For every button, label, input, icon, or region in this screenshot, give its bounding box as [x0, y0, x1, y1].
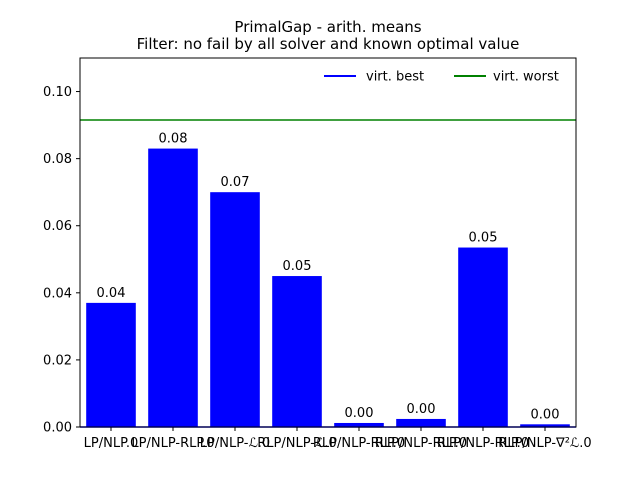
- bar-value-label: 0.00: [531, 407, 560, 422]
- y-tick-label: 0.00: [43, 421, 72, 436]
- bar-value-label: 0.00: [407, 402, 436, 417]
- bar: [458, 247, 508, 427]
- x-tick-label: LP/NLP-ℒ.0: [200, 436, 270, 451]
- y-tick-label: 0.04: [43, 286, 72, 301]
- bar-value-label: 0.08: [159, 132, 188, 147]
- x-tick-label: LP/NLP.0: [84, 436, 139, 451]
- bar: [272, 276, 322, 427]
- legend-label: virt. best: [366, 70, 424, 85]
- y-tick-label: 0.10: [43, 85, 72, 100]
- bar: [86, 302, 136, 427]
- bar-value-label: 0.07: [221, 175, 250, 190]
- x-tick-label: LP/NLP-RLP.0: [131, 436, 214, 451]
- x-tick-label: RLP/NLP-ℒ.0: [257, 436, 336, 451]
- bar: [520, 424, 570, 427]
- y-tick-label: 0.02: [43, 353, 72, 368]
- legend-label: virt. worst: [493, 70, 559, 85]
- y-tick-label: 0.08: [43, 152, 72, 167]
- chart-title-line2: Filter: no fail by all solver and known …: [137, 35, 520, 53]
- bar: [210, 192, 260, 427]
- bar: [396, 418, 446, 427]
- x-tick-label: RLP/NLP-RLP.0: [313, 436, 405, 451]
- x-tick-label: RLP/NLP-RLP.0: [375, 436, 467, 451]
- bar: [334, 422, 384, 427]
- bar-value-label: 0.05: [283, 259, 312, 274]
- bar-value-label: 0.00: [345, 406, 374, 421]
- axes-frame: [79, 57, 577, 428]
- y-tick-label: 0.06: [43, 219, 72, 234]
- plot-area: 0.04 0.08 0.07 0.05 0.00 0.00 0.05 0.00 0.00 0.02…: [43, 57, 592, 451]
- x-tick-label: RLP/NLP-RLP.0: [437, 436, 529, 451]
- bar: [148, 148, 198, 427]
- bar-value-label: 0.05: [469, 231, 498, 246]
- chart-title-line1: PrimalGap - arith. means: [234, 18, 421, 36]
- bar-value-label: 0.04: [97, 286, 126, 301]
- x-tick-label: RLP/NLP-∇²ℒ.0: [498, 436, 591, 451]
